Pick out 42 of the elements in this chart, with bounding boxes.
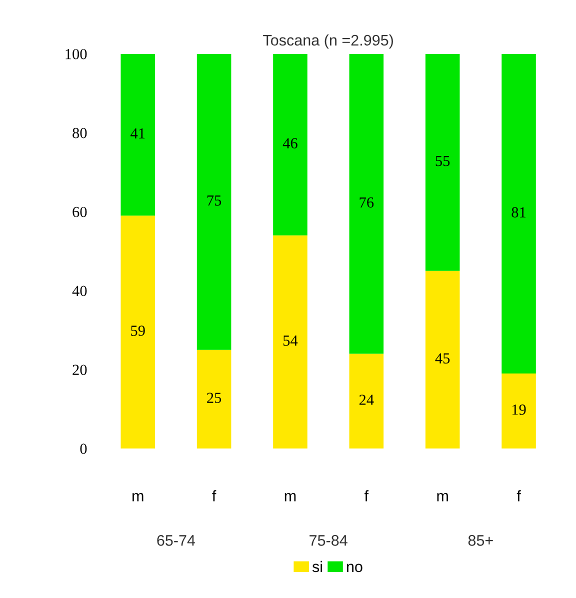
- y-tick-label: 80: [72, 128, 87, 138]
- data-label: 41: [130, 128, 145, 138]
- bar: [120, 216, 156, 448]
- y-tick-label: 40: [72, 286, 87, 296]
- data-label: 59: [131, 326, 145, 336]
- data-label: 25: [207, 392, 222, 403]
- x-tick-label: m: [284, 493, 296, 502]
- x-tick-label: f: [212, 490, 216, 502]
- text: 75-84: [310, 535, 348, 546]
- data-label: 55: [436, 156, 450, 166]
- y-tick-label: 0: [80, 444, 87, 454]
- text: 65-74: [157, 535, 196, 546]
- data-label: 45: [435, 353, 450, 364]
- bar: [120, 54, 156, 216]
- x-tick-label: m: [437, 493, 448, 502]
- bar: [502, 54, 536, 374]
- legend-label: no: [346, 564, 362, 572]
- bar: [349, 54, 384, 354]
- y-tick-label: 20: [72, 364, 87, 376]
- bar: [425, 54, 460, 271]
- legend-label: si: [312, 560, 322, 572]
- bar: [196, 54, 232, 350]
- data-label: 76: [360, 197, 374, 208]
- bar: [502, 374, 536, 448]
- chart-subtitle: Toscana (n =2.995): [263, 34, 393, 49]
- y-tick-label: 100: [66, 48, 87, 60]
- bar: [425, 270, 460, 448]
- bar: [273, 54, 308, 236]
- x-tick-label: f: [364, 490, 369, 502]
- y-tick-label: 60: [72, 206, 87, 218]
- data-label: 19: [512, 404, 526, 415]
- data-label: 46: [282, 138, 298, 148]
- data-label: 75: [207, 195, 222, 206]
- bar: [349, 354, 384, 448]
- data-label: 81: [512, 207, 526, 218]
- x-tick-label: m: [132, 493, 144, 502]
- bar: [273, 235, 308, 448]
- data-label: 24: [359, 394, 374, 405]
- bar: [196, 350, 232, 448]
- x-tick-label: f: [516, 490, 521, 502]
- data-label: 54: [283, 336, 298, 346]
- text: 85+: [468, 535, 493, 546]
